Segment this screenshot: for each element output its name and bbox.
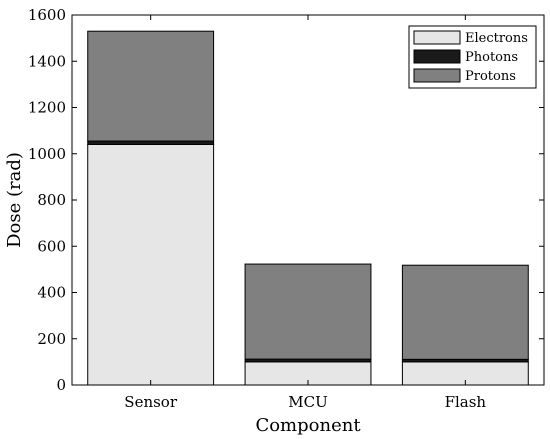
bar-segment-photons-sensor [87,140,215,145]
legend-swatch-electrons [413,30,461,45]
x-tick-label: Flash [445,393,487,411]
x-axis-title: Component [255,415,361,436]
legend: Electrons Photons Protons [408,25,537,89]
legend-swatch-photons [413,49,461,64]
bar-segment-protons-mcu [244,263,372,360]
legend-label-protons: Protons [465,69,516,84]
y-axis-title: Dose (rad) [4,152,25,248]
legend-swatch-protons [413,68,461,83]
y-tick-label: 1200 [28,99,66,117]
y-tick-label: 1400 [28,52,66,70]
x-tick-label: MCU [288,393,327,411]
x-tick-label: Sensor [124,393,178,411]
y-tick-label: 200 [37,330,66,348]
y-tick-label: 1600 [28,6,66,24]
legend-label-electrons: Electrons [465,31,528,46]
y-axis-ticks: 0 200 400 600 800 1000 1200 1400 1600 [28,6,544,394]
y-tick-label: 0 [56,376,66,394]
bar-segment-electrons-sensor [87,144,215,386]
plot-frame [71,14,545,386]
y-tick-label: 800 [37,191,66,209]
bar-segment-protons-flash [401,264,529,360]
x-axis-ticks: Sensor MCU Flash [124,15,486,411]
y-tick-label: 600 [37,237,66,255]
bars-group [87,30,529,386]
y-tick-label: 400 [37,284,66,302]
bar-segment-protons-sensor [87,30,215,142]
legend-label-photons: Photons [465,50,518,65]
y-tick-label: 1000 [28,145,66,163]
